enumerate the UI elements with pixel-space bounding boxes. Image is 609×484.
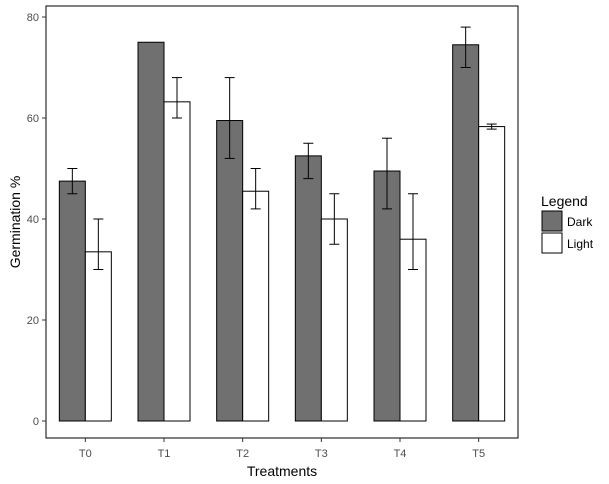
y-axis: 0 20 40 60 80 bbox=[27, 12, 46, 428]
legend-key-light bbox=[541, 232, 563, 254]
plot-panel bbox=[45, 5, 519, 439]
y-axis-title: Germination % bbox=[7, 176, 23, 269]
bar-light-t5 bbox=[478, 126, 506, 422]
legend-title: Legend bbox=[541, 193, 588, 209]
error-bar-light-t1 bbox=[172, 77, 182, 119]
error-bar-light-t4 bbox=[408, 193, 418, 270]
error-bar-light-t0 bbox=[93, 218, 104, 270]
y-tick-label: 0 bbox=[33, 416, 39, 428]
legend-key-dark bbox=[541, 210, 563, 232]
error-bar-dark-t4 bbox=[382, 137, 392, 210]
bar-dark-t5 bbox=[452, 44, 480, 422]
error-bar-dark-t2 bbox=[224, 77, 235, 159]
bar-dark-t1 bbox=[137, 41, 165, 422]
bar-light-t0 bbox=[84, 251, 112, 422]
error-bar-dark-t0 bbox=[67, 168, 78, 195]
x-tick-label: T5 bbox=[472, 448, 485, 460]
x-axis-title: Treatments bbox=[247, 463, 317, 479]
legend-label-light: Light bbox=[567, 237, 594, 251]
bar-dark-t0 bbox=[58, 180, 86, 422]
bar-dark-t3 bbox=[294, 155, 322, 422]
bar-light-t3 bbox=[320, 218, 348, 422]
error-bar-dark-t5 bbox=[460, 26, 471, 68]
x-tick-label: T3 bbox=[315, 448, 328, 460]
x-tick-label: T2 bbox=[236, 448, 249, 460]
y-tick-label: 80 bbox=[27, 12, 39, 24]
error-bar-light-t5 bbox=[486, 123, 497, 130]
x-axis: T0 T1 T2 T3 T4 T5 bbox=[79, 438, 485, 460]
bar-light-t1 bbox=[163, 101, 191, 422]
error-bar-dark-t3 bbox=[303, 142, 314, 180]
y-tick-label: 60 bbox=[27, 113, 39, 125]
bar-light-t2 bbox=[242, 190, 270, 422]
bar-dark-t2 bbox=[216, 120, 244, 422]
x-tick-label: T1 bbox=[158, 448, 171, 460]
bar-series bbox=[58, 41, 506, 422]
y-tick-label: 20 bbox=[27, 315, 39, 327]
legend: Legend Dark Light bbox=[541, 193, 594, 254]
y-tick-label: 40 bbox=[27, 214, 39, 226]
error-bar-light-t2 bbox=[250, 168, 261, 210]
error-bars bbox=[67, 26, 497, 270]
x-tick-label: T0 bbox=[79, 448, 92, 460]
legend-label-dark: Dark bbox=[567, 215, 593, 229]
error-bar-light-t3 bbox=[329, 193, 340, 245]
x-tick-label: T4 bbox=[394, 448, 407, 460]
